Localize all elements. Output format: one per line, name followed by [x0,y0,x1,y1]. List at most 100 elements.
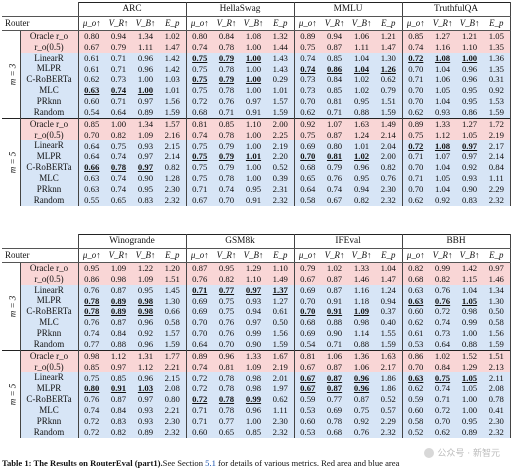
value-cell: 0.62 [77,74,105,86]
benchmark-header: BBH [401,234,511,249]
value-cell: 1.00 [456,404,484,416]
value-cell: 0.74 [293,63,322,75]
value-cell: 1.00 [240,41,267,53]
value-cell: 0.78 [213,404,241,416]
value-cell: 0.98 [456,306,484,318]
metric-header-row: Router μ_o↑ V_R↑ V_B↑ E_p μ_o↑ V_R↑ V_B↑ E_p μ_o↑… [2,248,511,263]
value-cell: 0.70 [401,85,430,97]
value-cell: 1.09 [240,361,268,373]
value-cell: 2.11 [483,372,511,384]
value-cell: 0.62 [293,106,322,119]
value-cell: 1.53 [483,96,511,107]
value-cell: 2.00 [267,117,295,130]
value-cell: 0.72 [429,404,457,416]
value-cell: 1.59 [159,106,187,119]
value-cell: 0.87 [321,383,349,395]
value-cell: 2.14 [483,151,511,163]
value-cell: 0.67 [77,41,105,53]
section-link[interactable]: 5.1 [205,458,216,468]
value-cell: 0.74 [185,361,214,373]
value-cell: 1.04 [429,162,457,173]
value-cell: 0.63 [401,295,430,307]
value-cell: 0.85 [105,372,132,384]
value-cell: 0.74 [185,41,213,53]
router-name: Oracle r_o [20,30,79,42]
value-cell: 1.01 [159,85,187,97]
value-cell: 2.19 [483,129,511,141]
value-cell: 0.74 [185,129,213,141]
value-cell: 1.07 [429,151,457,163]
value-cell: 1.04 [348,52,376,64]
router-name: LinearR [20,284,79,296]
table-row: LinearR 0.75 0.85 0.96 2.15 0.72 0.78 0.98 2.01 0… [2,372,511,384]
value-cell: 0.75 [185,85,213,97]
value-cell: 1.63 [375,349,403,362]
value-cell: 0.68 [293,162,322,173]
value-cell: 1.03 [159,74,187,86]
value-cell: 0.39 [267,172,295,184]
value-cell: 0.95 [77,262,105,274]
value-cell: 1.24 [375,284,403,296]
value-cell: 0.53 [293,404,322,416]
caption-text-b: for details of various metrics. Red area… [215,458,400,468]
value-cell: 0.96 [132,338,159,351]
group-label-text: m = 5 [7,151,18,173]
group-label: m = 5 [2,117,21,206]
value-cell: 0.60 [401,306,430,318]
value-cell: 0.77 [213,415,241,427]
value-cell: 0.96 [348,162,376,173]
value-cell: 2.16 [159,129,187,141]
value-cell: 0.75 [185,63,213,75]
value-cell: 1.45 [159,284,187,296]
value-cell: 1.21 [456,30,484,42]
value-cell: 1.05 [429,85,457,97]
value-cell: 1.04 [429,96,457,107]
value-cell: 0.67 [293,372,322,384]
value-cell: 0.84 [483,162,511,173]
value-cell: 2.13 [483,361,511,373]
router-name: MLC [20,172,79,184]
value-cell: 1.59 [375,106,403,119]
value-cell: 0.88 [321,317,349,329]
value-cell: 1.33 [429,117,457,130]
value-cell: 0.97 [240,317,268,329]
value-cell: 0.64 [293,183,322,195]
value-cell: 1.28 [159,172,187,184]
value-cell: 0.78 [213,129,240,141]
value-cell: 0.80 [321,140,349,152]
value-cell: 0.79 [321,162,349,173]
value-cell: 0.76 [348,426,376,438]
value-cell: 0.97 [240,284,268,296]
value-cell: 0.62 [401,383,430,395]
value-cell: 1.59 [267,338,295,351]
value-cell: 0.63 [401,372,430,384]
value-cell: 1.02 [159,30,187,42]
value-cell: 1.05 [456,129,484,141]
metric-header: μ_o↑ [77,16,105,31]
value-cell: 0.62 [401,106,430,119]
table-row: r_o(0.5) 0.86 0.98 1.09 1.51 0.76 0.82 1.10 1.49… [2,273,511,285]
value-cell: 0.82 [401,262,430,274]
value-cell: 1.49 [375,117,403,130]
value-cell: 0.67 [185,194,213,206]
value-cell: 0.97 [132,162,159,173]
table-row: C-RoBERTa 0.62 0.73 1.00 1.03 0.75 0.79 1.00 0.2… [2,74,511,86]
value-cell: 0.69 [293,284,322,296]
value-cell: 1.00 [132,74,159,86]
value-cell: 0.84 [213,30,240,42]
value-cell: 1.03 [132,383,159,395]
value-cell: 0.89 [293,30,322,42]
value-cell: 1.59 [159,338,187,351]
value-cell: 1.35 [483,41,511,53]
value-cell: 1.15 [456,273,484,285]
value-cell: 1.05 [456,372,484,384]
value-cell: 0.95 [132,284,159,296]
metric-header: V_R↑ [321,248,349,263]
value-cell: 0.70 [401,361,430,373]
table-row: MLPR 0.61 0.71 0.96 1.42 0.75 0.78 1.00 1.43 0.74… [2,63,511,75]
value-cell: 0.71 [185,415,214,427]
value-cell: 1.00 [240,162,267,173]
value-cell: 1.00 [240,74,267,86]
value-cell: 0.69 [185,295,214,307]
value-cell: 0.96 [240,404,268,416]
